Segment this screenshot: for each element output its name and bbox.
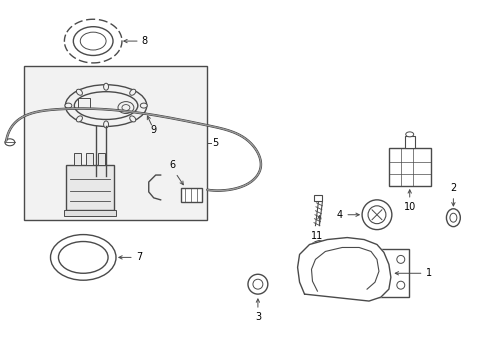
Text: 5: 5 [212, 138, 219, 148]
Text: 11: 11 [311, 231, 323, 240]
Bar [315, 195, 322, 201]
Ellipse shape [304, 240, 335, 278]
Text: 10: 10 [404, 202, 416, 212]
Text: 2: 2 [450, 183, 457, 193]
Polygon shape [297, 238, 391, 301]
Text: 3: 3 [255, 312, 261, 322]
Ellipse shape [362, 200, 392, 230]
Ellipse shape [368, 206, 386, 224]
Bar [86, 153, 93, 165]
Bar [180, 188, 202, 202]
Ellipse shape [130, 89, 136, 95]
Text: 1: 1 [426, 268, 432, 278]
Bar [24, 66, 207, 220]
Bar [64, 210, 116, 216]
Ellipse shape [118, 102, 134, 113]
Bar [405, 136, 415, 148]
Bar [78, 98, 90, 108]
Ellipse shape [103, 83, 109, 90]
Ellipse shape [140, 103, 147, 108]
Ellipse shape [76, 89, 82, 95]
Text: 4: 4 [336, 210, 342, 220]
Ellipse shape [310, 247, 328, 272]
Ellipse shape [76, 116, 82, 122]
Text: 6: 6 [170, 160, 175, 170]
Bar [374, 249, 409, 297]
Bar [98, 153, 105, 165]
Text: 9: 9 [151, 125, 157, 135]
Text: 7: 7 [136, 252, 142, 262]
Text: 8: 8 [142, 36, 148, 46]
Ellipse shape [406, 132, 414, 137]
Bar [74, 153, 81, 165]
Ellipse shape [65, 103, 72, 108]
Ellipse shape [103, 121, 109, 128]
Ellipse shape [130, 116, 136, 122]
Bar [389, 148, 431, 186]
Bar [66, 165, 114, 210]
Ellipse shape [5, 139, 15, 146]
